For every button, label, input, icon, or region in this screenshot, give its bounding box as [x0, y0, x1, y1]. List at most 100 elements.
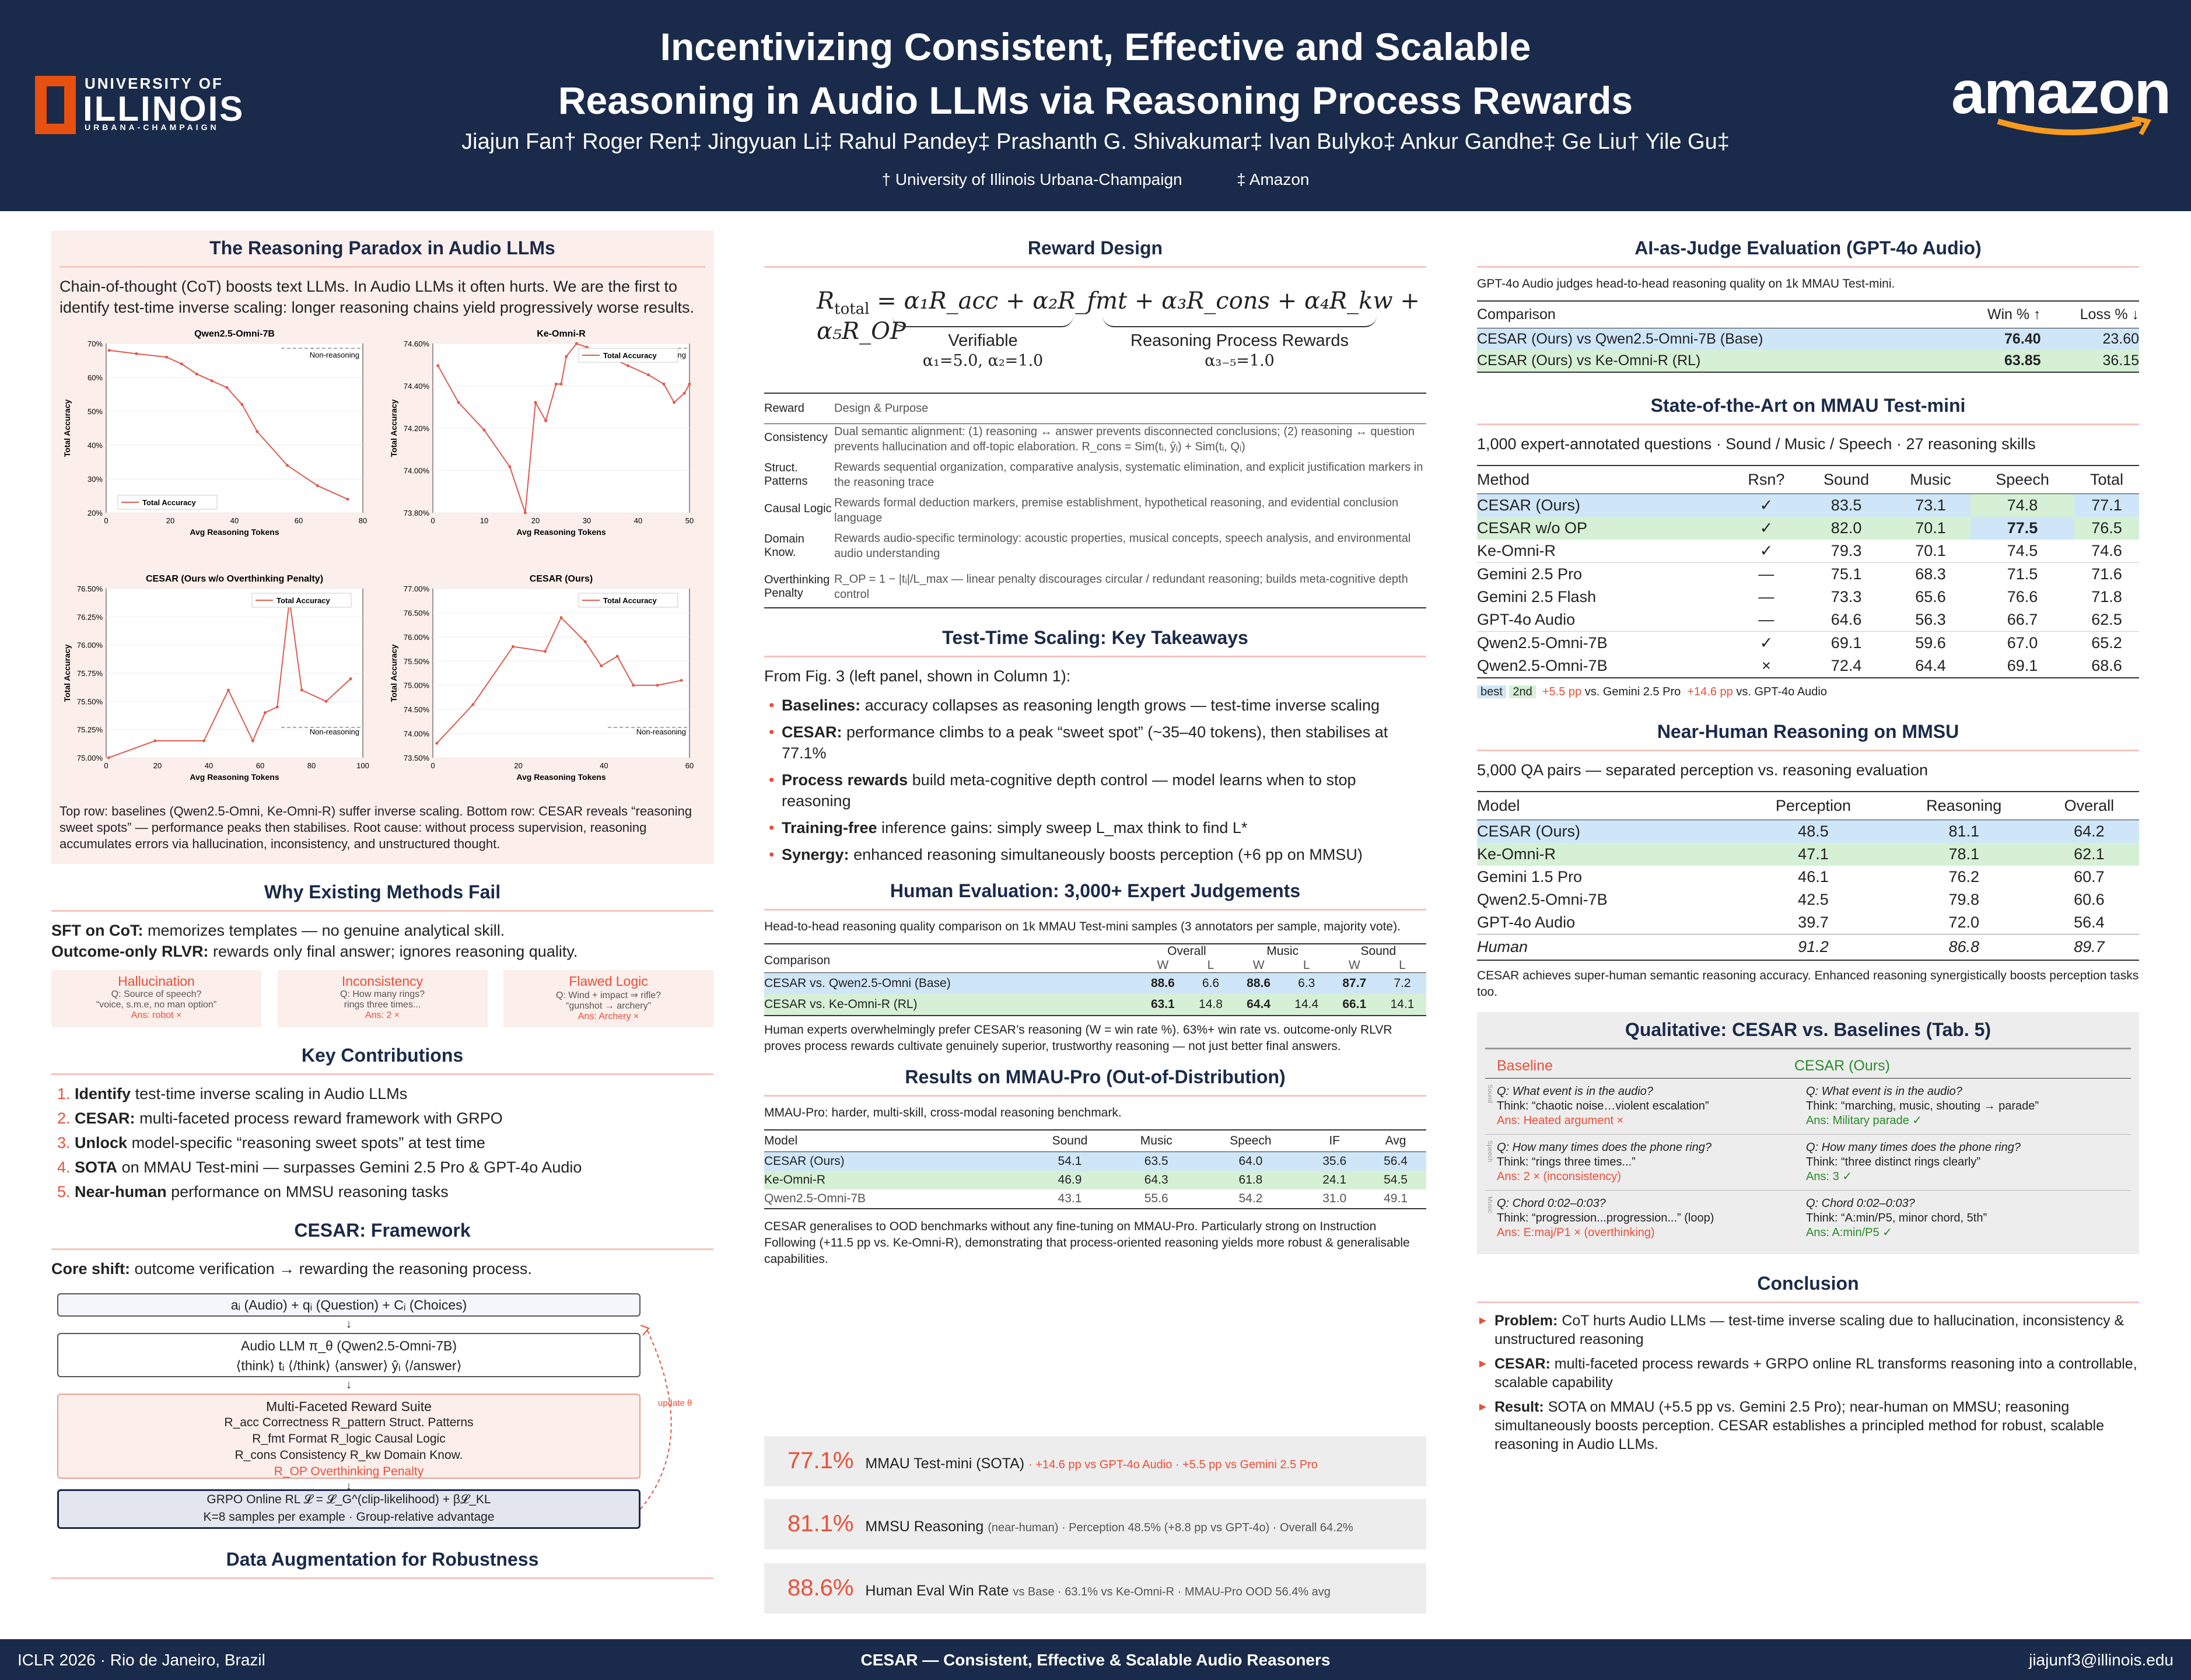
paradox-caption: Top row: baselines (Qwen2.5-Omni, Ke-Omn…: [60, 804, 692, 851]
table-row: Ke-Omni-R ✓ 79.3 70.1 74.5 74.6: [1477, 540, 2139, 563]
y-tick-label: 73.80%: [404, 509, 430, 517]
mmsu-table: Model Perception Reasoning Overall CESAR (O…: [1477, 791, 2139, 961]
qual-row: Music Q: Chord 0:02–0:03? Think: “progres…: [1486, 1196, 1987, 1239]
list-item: 2. CESAR: multi-faceted process reward f…: [57, 1110, 503, 1127]
x-tick-label: 100: [356, 761, 369, 770]
plot-area: [106, 343, 363, 513]
footer-email[interactable]: jiajunf3@illinois.edu: [2029, 1651, 2174, 1669]
aug-title: Data Augmentation for Robustness: [51, 1542, 713, 1579]
table-row: Gemini 2.5 Flash —73.3 65.6 76.6 71.8: [1477, 588, 2122, 606]
accuracy-data-point: [682, 391, 686, 395]
authors: Jiajun Fan† Roger Ren‡ Jingyuan Li‡ Rahu…: [461, 130, 1730, 154]
paradox-section: The Reasoning Paradox in Audio LLMs Chai…: [51, 230, 713, 864]
accuracy-data-point: [195, 372, 198, 376]
inverse-scaling-figure: Qwen2.5-Omni-7B 20% 30% 40% 50% 60% 70% 0 20 40 60…: [62, 329, 694, 782]
accuracy-data-point: [316, 484, 319, 488]
column-2: Reward Design Rtotal = α₁R_acc + α₂R_fmt…: [764, 230, 1426, 1268]
non-reasoning-label: Non-reasoning: [310, 727, 359, 736]
x-tick-label: 30: [583, 516, 591, 525]
accuracy-series-line: [109, 349, 348, 500]
accuracy-data-point: [324, 699, 328, 703]
table-row: Human 91.2 86.8 89.7: [1477, 938, 2105, 956]
failure-card: Flawed Logic Q: Wind + impact ⇒ rifle? “…: [503, 970, 713, 1027]
column-1: The Reasoning Paradox in Audio LLMs Chai…: [51, 230, 713, 1587]
illinois-logo-icon: [35, 76, 76, 134]
table-row: Domain Know. Rewards audio-specific termi…: [764, 532, 1411, 560]
accuracy-data-point: [263, 711, 267, 715]
accuracy-data-point: [471, 703, 475, 706]
kpi-card: 77.1% MMAU Test-mini (SOTA) · +14.6 pp vs…: [764, 1436, 1426, 1486]
qual-section: Qualitative: CESAR vs. Baselines (Tab. 5…: [1477, 1012, 2139, 1254]
y-tick-label: 75.25%: [77, 726, 103, 734]
y-tick-label: 75.00%: [77, 754, 103, 762]
table-row: CESAR (Ours) vs Qwen2.5-Omni-7B (Base) 76…: [1477, 328, 2139, 350]
human-intro: Head-to-head reasoning quality compariso…: [764, 920, 1401, 933]
accuracy-data-point: [554, 382, 558, 386]
x-tick-label: 60: [685, 761, 694, 770]
x-tick-label: 40: [600, 761, 608, 770]
accuracy-data-point: [544, 650, 547, 653]
legend-box: [117, 495, 218, 510]
table-row: CESAR vs. Qwen2.5-Omni (Base) 88.6 6.6 88.6…: [764, 972, 1426, 994]
column-3: AI-as-Judge Evaluation (GPT-4o Audio) GP…: [1477, 230, 2139, 1460]
accuracy-data-point: [275, 705, 279, 709]
table-row: CESAR (Ours) vs Ke-Omni-R (RL) 63.85 36.15: [1477, 350, 2139, 372]
chart-title: Qwen2.5-Omni-7B: [194, 329, 275, 339]
x-tick-label: 10: [480, 516, 488, 525]
list-item: 3. Unlock model-specific “reasoning swee…: [57, 1134, 485, 1152]
tts-title: Test-Time Scaling: Key Takeaways: [764, 620, 1426, 657]
verifiable-brace: [892, 316, 1073, 327]
kpi-card: 81.1% MMSU Reasoning (near-human) · Perce…: [764, 1499, 1426, 1549]
poster-footer: ICLR 2026 · Rio de Janeiro, Brazil CESAR…: [0, 1639, 2191, 1680]
llm-box: Audio LLM π_θ (Qwen2.5-Omni-7B) ⟨think⟩ t…: [57, 1333, 640, 1377]
table-row: Causal Logic Rewards formal deduction mar…: [764, 496, 1399, 524]
x-tick-label: 20: [531, 516, 540, 525]
table-row: CESAR w/o OP ✓ 82.0 70.1 77.5 76.5: [1477, 517, 2139, 540]
y-axis-label: Total Accuracy: [389, 399, 398, 457]
accuracy-data-point: [240, 402, 244, 406]
x-tick-label: 20: [166, 516, 174, 525]
uiuc-logo-top: UNIVERSITY OF: [85, 75, 223, 92]
list-item: 1. Identify test-time inverse scaling in…: [57, 1085, 408, 1102]
accuracy-data-point: [349, 677, 352, 681]
accuracy-data-point: [508, 465, 512, 468]
accuracy-data-point: [680, 678, 683, 682]
table-row: Qwen2.5-Omni-7B × 72.4 64.4 69.1 68.6: [1477, 657, 2122, 674]
why-title: Why Existing Methods Fail: [51, 874, 713, 912]
framework-title: CESAR: Framework: [51, 1213, 713, 1250]
accuracy-data-point: [575, 342, 578, 345]
y-tick-label: 70%: [88, 340, 103, 348]
y-axis-label: Total Accuracy: [389, 644, 398, 702]
x-tick-label: 40: [230, 516, 239, 525]
y-tick-label: 76.50%: [77, 584, 103, 593]
y-tick-label: 74.00%: [404, 730, 430, 738]
non-reasoning-label: Non-reasoning: [636, 727, 686, 736]
accuracy-data-point: [436, 364, 440, 368]
y-tick-label: 74.60%: [404, 340, 430, 348]
paradox-intro: Chain-of-thought (CoT) boosts text LLMs.…: [60, 278, 694, 316]
accuracy-data-point: [662, 382, 666, 386]
table-row: CESAR (Ours) 48.5 81.1 64.2: [1477, 820, 2139, 843]
arrow-down-icon: ↓: [346, 1318, 352, 1331]
judge-intro: GPT-4o Audio judges head-to-head reasoni…: [1477, 277, 1895, 290]
legend-label: Total Accuracy: [276, 596, 331, 605]
accuracy-data-point: [565, 355, 568, 358]
non-reasoning-label: Non-reasoning: [310, 351, 359, 359]
qual-row: Sound Q: What event is in the audio? Thin…: [1485, 1079, 2131, 1135]
accuracy-data-point: [559, 382, 563, 386]
accuracy-data-point: [632, 684, 635, 687]
table-row: CESAR vs. Ke-Omni-R (RL) 63.1 14.8 64.4 14.4…: [764, 994, 1426, 1016]
reward-table: Reward Design & Purpose Consistency Dual s…: [764, 393, 1426, 608]
sota-title: State-of-the-Art on MMAU Test-mini: [1477, 388, 2139, 425]
footer-venue: ICLR 2026 · Rio de Janeiro, Brazil: [18, 1651, 265, 1669]
y-tick-label: 50%: [88, 407, 103, 416]
pro-title: Results on MMAU-Pro (Out-of-Distribution…: [764, 1059, 1426, 1097]
y-tick-label: 76.00%: [77, 641, 103, 650]
table-row: Struct. Patterns Rewards sequential organ…: [764, 461, 1423, 489]
y-tick-label: 76.50%: [404, 608, 430, 617]
x-tick-label: 0: [430, 516, 435, 525]
table-row: Gemini 1.5 Pro 46.1 76.2 60.7: [1477, 868, 2105, 886]
accuracy-data-point: [227, 688, 230, 692]
accuracy-data-point: [482, 428, 486, 432]
